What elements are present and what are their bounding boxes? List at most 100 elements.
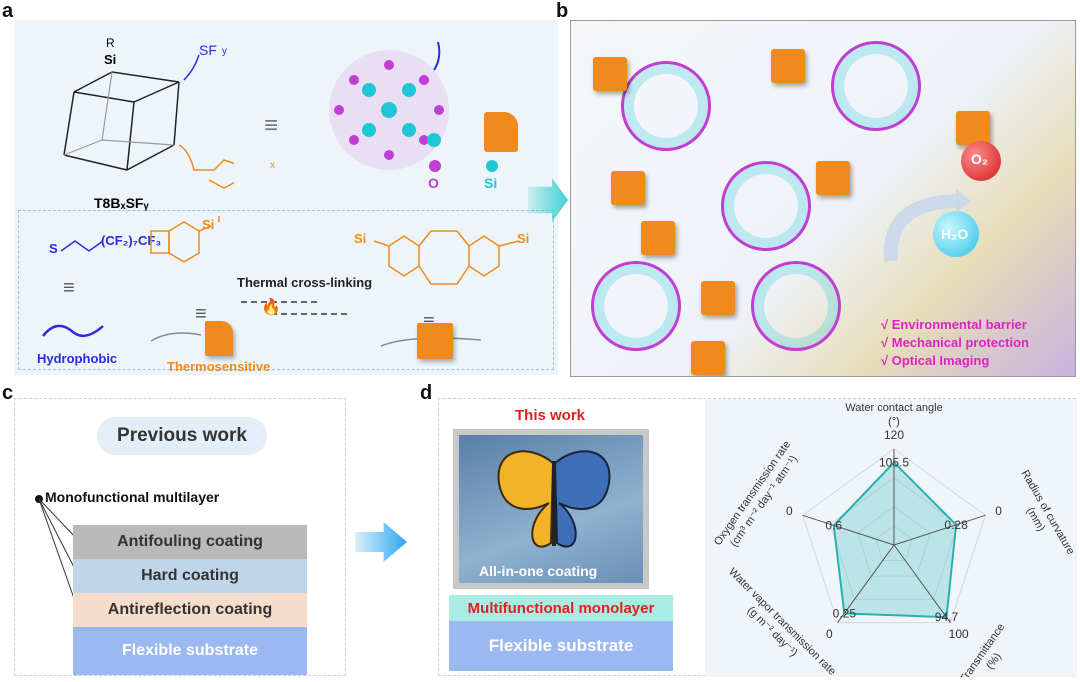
silicon-label: Si [202, 217, 215, 232]
photo-caption: All-in-one coating [479, 563, 598, 579]
water-molecule-label: H₂O [941, 226, 969, 242]
layer-hard: Hard coating [73, 559, 307, 593]
panel-b: O₂ H₂O √ Environmental barrier √ Mechani… [570, 20, 1076, 377]
oxygen-molecule-label: O₂ [971, 151, 989, 167]
silicon-label: Si [354, 231, 367, 246]
silicon-legend-icon [486, 160, 498, 172]
radar-value-label: 105.5 [879, 455, 909, 469]
thermosensitive-label: Thermosensitive [167, 359, 271, 374]
radar-axis-title: Oxygen transmission rate [712, 439, 793, 548]
radar-axis-tick: 0 [786, 504, 793, 518]
radar-axis-tick: 100 [949, 627, 969, 641]
crosslinked-block-icon [417, 323, 453, 359]
silicon-legend-label: Si [484, 175, 498, 191]
crosslinked-block [611, 171, 645, 205]
cage-molecule [591, 261, 681, 351]
panel-c: Previous work Monofunctional multilayer … [14, 398, 346, 676]
radar-axis-tick: 0 [826, 627, 833, 641]
crosslinked-block [956, 111, 990, 145]
radar-value-label: 0.6 [825, 518, 842, 532]
thermosensitive-block-icon [484, 112, 518, 152]
t8-cage-structure [63, 54, 234, 189]
radar-axis-line [893, 544, 951, 623]
crosslinked-block [593, 57, 627, 91]
cage-molecule [831, 41, 921, 131]
equivalence-sign: ≡ [264, 112, 279, 139]
benzocyclobutene-structure [150, 216, 220, 263]
panel-label-b: b [556, 0, 569, 22]
equivalence-sign: ≡ [63, 277, 75, 299]
panel-label-a: a [2, 0, 14, 22]
arrow-right-icon [355, 522, 407, 562]
radar-axis-tick: 120 [884, 428, 904, 442]
radar-data-polygon [832, 461, 958, 619]
sf-subscript: y [222, 46, 227, 57]
oxygen-legend-icon [429, 160, 441, 172]
previous-work-subtitle: Monofunctional multilayer [45, 489, 220, 505]
crosslinked-block [641, 221, 675, 255]
layer-antifouling: Antifouling coating [73, 525, 307, 559]
crosslinked-block [691, 341, 725, 375]
si-atom-label: Si [104, 52, 117, 67]
cage-model-icon [329, 41, 449, 170]
benefit-item: √ Optical Imaging [881, 353, 990, 368]
deflect-arrow-icon [883, 189, 971, 262]
sulfur-label: S [49, 241, 58, 256]
equivalence-sign: ≡ [423, 311, 435, 333]
silicon-label: Si [517, 231, 530, 246]
radar-axis-unit: (°) [888, 416, 900, 428]
r-group-label: R [106, 36, 115, 50]
crosslinked-dimer-structure [373, 230, 520, 285]
radar-axis-line [893, 514, 986, 546]
cage-molecule [721, 161, 811, 251]
layer-substrate: Flexible substrate [73, 627, 307, 675]
reaction-arrow-forward [241, 301, 317, 303]
crosslinked-block [701, 281, 735, 315]
pointer-lines [38, 498, 78, 608]
oxygen-legend-label: O [428, 175, 439, 191]
radar-axis-line [802, 514, 895, 546]
benefit-item: √ Mechanical protection [881, 335, 1029, 350]
panel-a: Si R SF y x T8BₓSFᵧ ≡ O Si S (CF₂)₇CF₃ ≡… [14, 20, 558, 375]
water-molecule-icon [933, 211, 979, 257]
previous-work-title: Previous work [97, 417, 267, 455]
oxygen-molecule-icon [961, 141, 1001, 181]
reaction-arrow-forward [271, 313, 347, 315]
crosslinked-block [816, 161, 850, 195]
layer-substrate: Flexible substrate [449, 621, 673, 671]
fluoroalkyl-formula: (CF₂)₇CF₃ [101, 233, 162, 248]
radar-axis-title: Water contact angle [845, 402, 942, 414]
this-work-title: This work [515, 407, 586, 424]
benefit-item: √ Environmental barrier [881, 317, 1027, 332]
layer-antireflection: Antireflection coating [73, 593, 307, 627]
layer-multifunctional: Multifunctional monolayer [449, 595, 673, 621]
sf-group-label: SF [199, 42, 217, 58]
hydrophobic-chain-icon [42, 324, 104, 338]
radar-grid-ring [802, 448, 986, 624]
radar-chart-panel: 105.5 120 0.28 0 94.7 100 0.25 0 0.6 0 Water conta… [705, 399, 1077, 682]
polymer-chain-icon [150, 332, 202, 342]
radar-axis-line [837, 544, 895, 623]
bcb-subscript: x [270, 160, 275, 171]
building-blocks-box: S (CF₂)₇CF₃ ≡ Hydrophobic Si ≡ Thermosen… [18, 210, 554, 374]
cage-molecule [621, 61, 711, 151]
equivalence-sign: ≡ [195, 303, 207, 325]
butterfly-image [497, 450, 611, 548]
hydrophobic-label: Hydrophobic [37, 351, 118, 366]
radar-value-label: 0.28 [944, 518, 968, 532]
radar-value-label: 94.7 [935, 610, 959, 624]
radar-grid-ring [875, 525, 913, 562]
radar-grid-ring [856, 505, 932, 577]
panel-label-d: d [420, 382, 433, 404]
radar-axis-tick: 0 [995, 504, 1002, 518]
radar-value-label: 0.25 [833, 606, 857, 620]
cage-compound-label: T8BₓSFᵧ [94, 195, 149, 211]
flame-icon: 🔥 [261, 299, 281, 316]
reaction-label: Thermal cross-linking [237, 275, 373, 290]
alkyl-chain-icon [60, 240, 104, 252]
butterfly-photo: All-in-one coating [453, 429, 649, 589]
panel-d: This work All-in-one coating Multifuncti… [438, 398, 1077, 682]
thermosensitive-block-icon [205, 321, 233, 356]
panel-label-c: c [2, 382, 14, 404]
